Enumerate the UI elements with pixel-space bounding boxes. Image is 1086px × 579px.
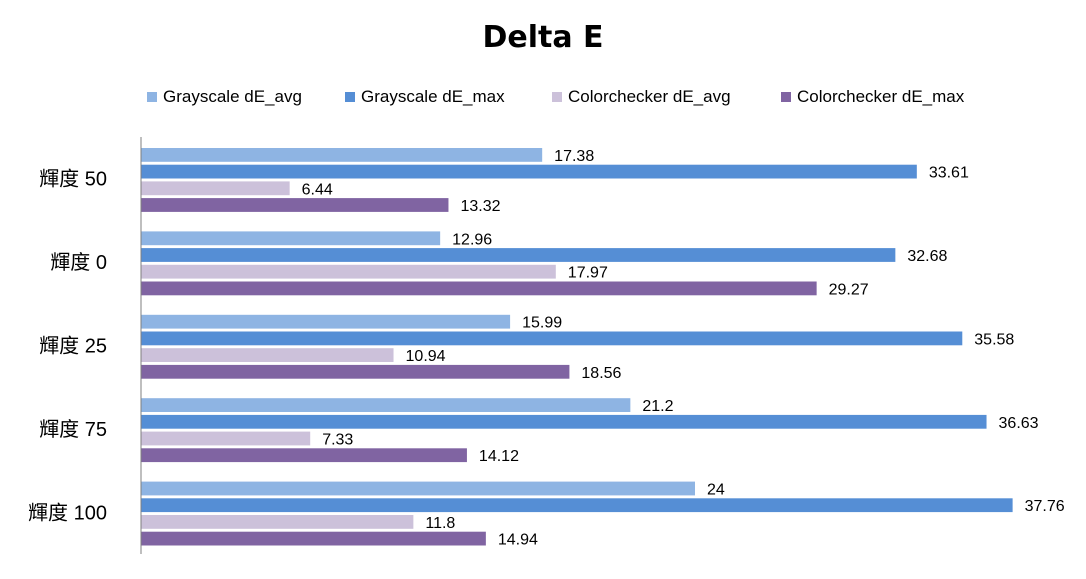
legend-swatch	[147, 92, 157, 102]
bar	[141, 264, 556, 279]
bar	[141, 331, 963, 346]
bar	[141, 231, 441, 246]
data-label: 24	[707, 482, 725, 499]
bar	[141, 414, 987, 429]
bar	[141, 281, 817, 296]
bar	[141, 515, 414, 529]
bar	[141, 431, 311, 446]
data-label: 29.27	[829, 281, 869, 298]
bar	[141, 181, 290, 196]
category-label: 輝度 0	[50, 251, 107, 274]
bar	[141, 364, 570, 379]
legend-label: Colorchecker dE_max	[797, 87, 965, 106]
bar	[141, 164, 917, 179]
legend-item: Grayscale dE_avg	[147, 86, 302, 108]
data-label: 35.58	[974, 331, 1014, 348]
chart-legend: Grayscale dE_avg Grayscale dE_max Colorche…	[0, 86, 1086, 108]
data-label: 10.94	[406, 348, 446, 365]
category-label: 輝度 100	[28, 501, 107, 524]
bar	[141, 448, 467, 463]
legend-item: Colorchecker dE_max	[781, 86, 964, 108]
data-label: 7.33	[322, 432, 353, 449]
data-label: 17.97	[568, 265, 608, 282]
legend-label: Grayscale dE_max	[361, 87, 505, 106]
bar	[141, 481, 695, 496]
data-label: 18.56	[581, 365, 621, 382]
bar	[141, 531, 486, 546]
data-label: 11.8	[425, 515, 455, 532]
data-label: 21.2	[642, 398, 673, 415]
bar	[141, 198, 449, 212]
bar	[141, 348, 394, 362]
data-label: 13.32	[460, 198, 500, 215]
bar	[141, 248, 896, 262]
legend-swatch	[552, 92, 562, 102]
category-label: 輝度 50	[39, 168, 107, 191]
legend-item: Colorchecker dE_avg	[552, 86, 731, 108]
bar	[141, 498, 1013, 513]
data-label: 14.94	[498, 532, 538, 549]
data-label: 36.63	[999, 415, 1039, 432]
legend-swatch	[781, 92, 791, 102]
legend-label: Colorchecker dE_avg	[568, 87, 731, 106]
data-label: 37.76	[1025, 498, 1065, 515]
chart-title: Delta E	[482, 20, 604, 55]
category-label: 輝度 75	[39, 418, 107, 441]
bar	[141, 398, 631, 412]
data-label: 32.68	[907, 248, 947, 265]
legend-item: Grayscale dE_max	[345, 86, 505, 108]
legend-swatch	[345, 92, 355, 102]
data-label: 15.99	[522, 315, 562, 332]
category-label: 輝度 25	[39, 335, 107, 358]
bar	[141, 314, 511, 329]
data-label: 33.61	[929, 165, 969, 182]
data-label: 14.12	[479, 448, 519, 465]
bar	[141, 148, 543, 162]
data-label: 6.44	[302, 181, 333, 198]
data-label: 12.96	[452, 231, 492, 248]
legend-label: Grayscale dE_avg	[163, 87, 302, 106]
data-label: 17.38	[554, 148, 594, 165]
